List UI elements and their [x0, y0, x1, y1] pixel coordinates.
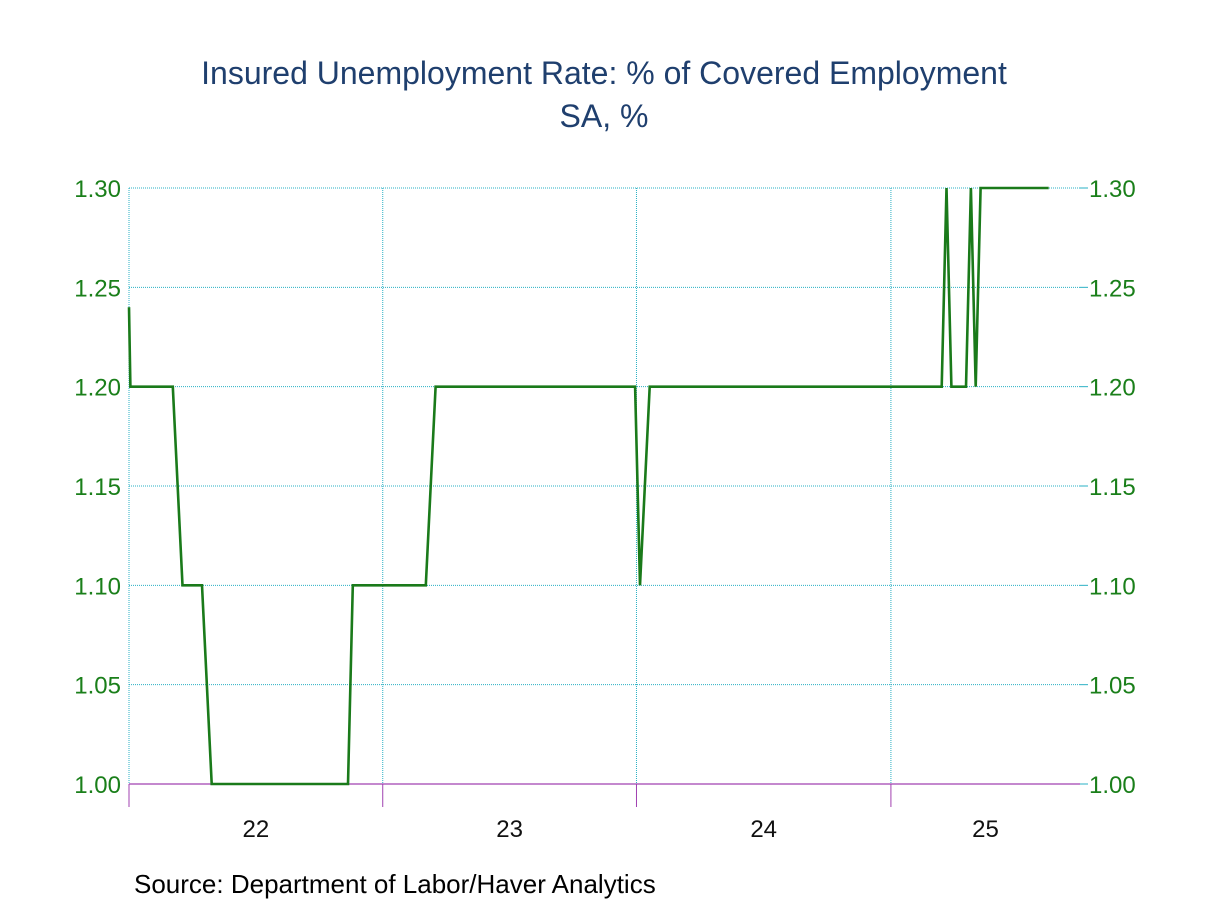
y-tick-label-right: 1.25 — [1089, 275, 1136, 302]
chart-title: Insured Unemployment Rate: % of Covered … — [201, 55, 1007, 91]
y-tick-label-right: 1.15 — [1089, 474, 1136, 501]
x-axis — [128, 783, 1080, 807]
y-tick-label-left: 1.25 — [74, 275, 121, 302]
x-tick-labels: 22 23 24 25 — [243, 816, 999, 843]
chart-subtitle: SA, % — [560, 98, 649, 134]
y-tick-label-right: 1.05 — [1089, 673, 1136, 700]
source-note: Source: Department of Labor/Haver Analyt… — [134, 869, 656, 899]
y-tick-label-left: 1.05 — [74, 673, 121, 700]
x-tick-label: 22 — [243, 816, 270, 843]
x-tick-label: 24 — [750, 816, 777, 843]
y-tick-label-left: 1.15 — [74, 474, 121, 501]
y-tick-label-right: 1.10 — [1089, 573, 1136, 600]
y-tick-labels: 1.00 1.00 1.05 1.05 1.10 1.10 1.15 1.15 1.20 1.20… — [74, 176, 1135, 799]
series-line — [127, 186, 1049, 786]
series-lines — [127, 186, 1049, 786]
y-tick-label-left: 1.20 — [74, 375, 121, 402]
y-tick-label-right: 1.20 — [1089, 375, 1136, 402]
x-tick-label: 25 — [972, 816, 999, 843]
y-tick-label-left: 1.10 — [74, 573, 121, 600]
y-tick-label-left: 1.00 — [74, 772, 121, 799]
y-tick-label-left: 1.30 — [74, 176, 121, 203]
x-tick-label: 23 — [496, 816, 523, 843]
y-tick-label-right: 1.30 — [1089, 176, 1136, 203]
y-tick-label-right: 1.00 — [1089, 772, 1136, 799]
